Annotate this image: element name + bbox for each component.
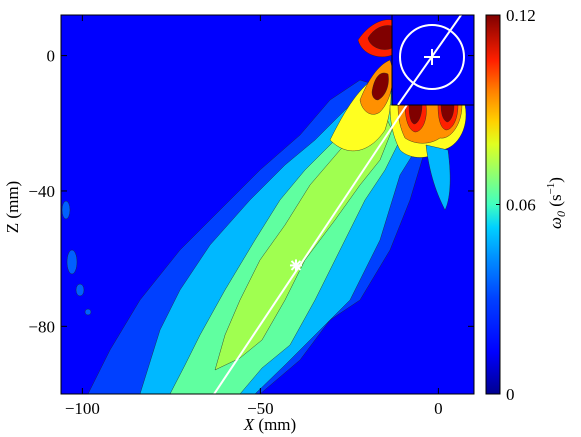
y-axis-ticks: 0 −40 −80 [28,47,474,336]
nozzle-outline-circle [399,24,465,90]
nozzle-inset [391,14,475,106]
x-tick-label: 0 [434,399,443,418]
plot-frame [60,14,475,395]
nozzle-lobe-dark-mid [371,72,389,101]
colorbar-tick-label: 0 [506,385,515,404]
jet-center-marker [289,259,302,272]
colorbar-tick-label: 0.06 [506,196,536,215]
wake-lobe-dark-left [408,104,423,125]
y-axis-title: Z (mm) [3,181,22,233]
wake-lobe-dark-right [440,104,455,123]
x-axis-ticks: −100 −50 0 [65,15,443,418]
colorbar-tick-label: 0.12 [506,6,536,25]
x-axis-title: X (mm) [243,415,296,434]
colorbar-ticks: 0 0.06 0.12 [496,6,536,404]
y-tick-label: 0 [47,47,56,66]
colorbar-label: ω0 (s−1) [545,177,568,229]
plume-band-4 [214,114,393,371]
y-tick-label: −40 [28,182,55,201]
x-tick-label: −50 [247,399,274,418]
y-tick-label: −80 [28,317,55,336]
wake-column [425,144,451,211]
x-tick-label: −100 [65,399,100,418]
source-marker [424,49,440,65]
edge-speckle [61,200,92,316]
